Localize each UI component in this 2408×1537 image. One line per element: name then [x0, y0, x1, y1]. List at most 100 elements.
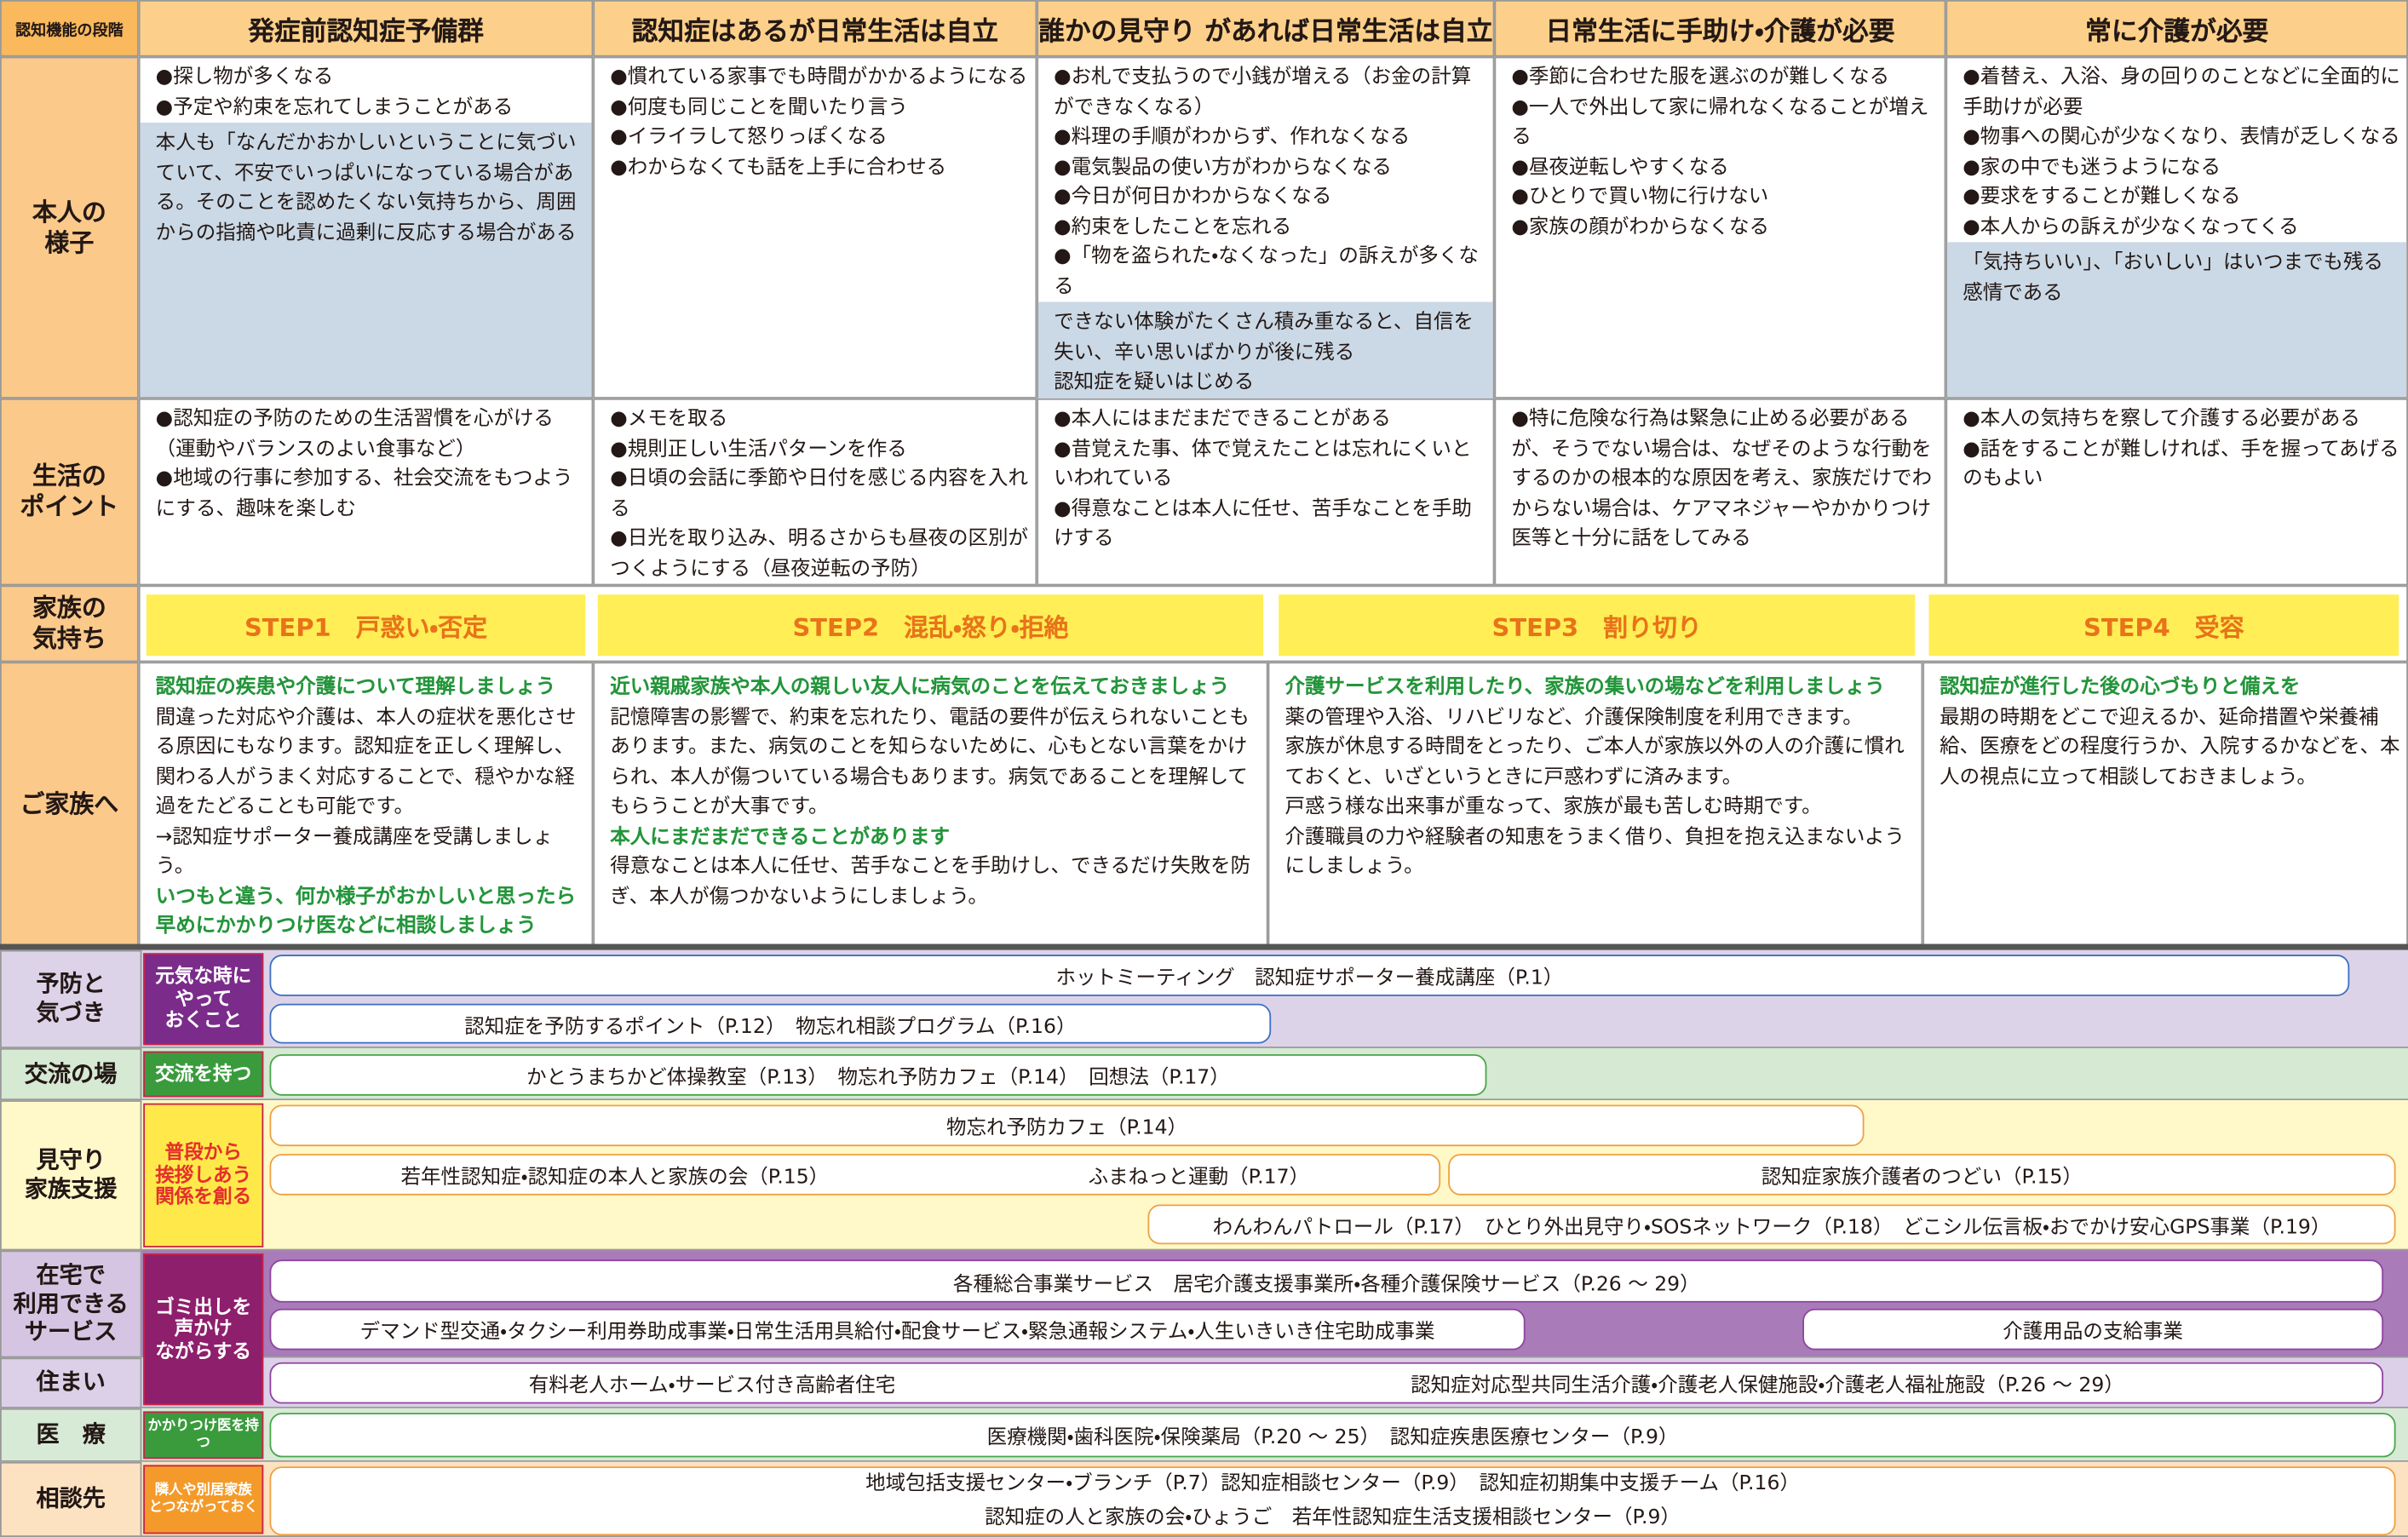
- advice-paragraph: いつもと違う、何か様子がおかしいと思ったら早めにかかりつけ医などに相談しましょう: [155, 885, 577, 938]
- service-text: 認知症家族介護者のつどい（P.15）: [1761, 1166, 2083, 1190]
- points-item: ●認知症の予防のための生活習慣を心がける（運動やバランスのよい食事など）: [155, 407, 554, 461]
- row-label: 本人の 様子: [0, 56, 139, 399]
- service-text: 物忘れ予防カフェ（P.14）: [945, 1116, 1188, 1140]
- stage-title: 常に介護が必要: [1945, 0, 2408, 57]
- points-cell: ●本人の気持ちを察して介護する必要がある ●話をすることが難しければ、手を握ってあ…: [1945, 398, 2408, 586]
- step-box: STEP4 受容: [1928, 594, 2399, 657]
- section-divider: [0, 943, 2408, 950]
- service-row-label: 在宅で 利用できる サービス: [0, 1250, 142, 1358]
- stage-label: 認知機能の段階: [0, 0, 139, 57]
- service-text: 各種総合事業サービス 居宅介護支援事業所・各種介護保険サービス（P.26 ～ 2…: [952, 1272, 1700, 1296]
- advice-paragraph: 得意なことは本人に任せ、苦手なことを手助けし、できるだけ失敗を防ぎ、本人が傷つか…: [610, 855, 1251, 909]
- condition-item: ●わからなくても話を上手に合わせる: [610, 155, 947, 179]
- service-bar: ホットミーティング 認知症サポーター養成講座（P.1）: [269, 955, 2350, 996]
- condition-item: ●料理の手順がわからず、作れなくなる: [1054, 125, 1411, 149]
- service-text: 若年性認知症・認知症の本人と家族の会（P.15）: [400, 1166, 830, 1190]
- stage-title: 認知症はあるが日常生活は自立: [593, 0, 1037, 57]
- condition-item: ●探し物が多くなる: [155, 66, 334, 89]
- condition-item: ●「物を盗られた・なくなった」の訴えが多くなる: [1054, 244, 1479, 299]
- condition-item: ●物事への関心が少なくなり、表情が乏しくなる: [1963, 125, 2400, 149]
- service-text: 有料老人ホーム・サービス付き高齢者住宅: [528, 1374, 896, 1398]
- condition-item: ●ひとりで買い物に行けない: [1511, 185, 1769, 209]
- condition-note: 本人も「なんだかおかしいということに気づいていて、不安でいっぱいになっている場合…: [140, 122, 592, 398]
- row-label: ご家族へ: [0, 662, 139, 946]
- service-text: ホットミーティング 認知症サポーター養成講座（P.1）: [1055, 966, 1564, 990]
- points-item: ●規則正しい生活パターンを作る: [610, 437, 907, 461]
- service-bar: 認知症家族介護者のつどい（P.15）: [1448, 1154, 2396, 1196]
- service-row-label: 交流の場: [0, 1047, 142, 1101]
- advice-paragraph: 薬の管理や入浴、リハビリなど、介護保険制度を利用できます。 家族が休息する時間を…: [1284, 705, 1905, 879]
- condition-item: ●電気製品の使い方がわからなくなる: [1054, 155, 1392, 179]
- condition-item: ●イライラして怒りっぽくなる: [610, 125, 888, 149]
- condition-note: 「気持ちいい」、「おいしい」はいつまでも残る感情である: [1947, 242, 2407, 398]
- condition-item: ●着替え、入浴、身の回りのことなどに全面的に手助けが必要: [1963, 66, 2400, 119]
- service-text: かとうまちかど体操教室（P.13） 物忘れ予防カフェ（P.14） 回想法（P.1…: [526, 1066, 1230, 1090]
- service-bar: 地域包括支援センター・ブランチ（P.7）認知症相談センター（P.9） 認知症初期…: [269, 1466, 2396, 1536]
- advice-paragraph: 記憶障害の影響で、約束を忘れたり、電話の要件が伝えられないこともあります。また、…: [610, 705, 1250, 818]
- condition-cell: ●着替え、入浴、身の回りのことなどに全面的に手助けが必要 ●物事への関心が少なくな…: [1945, 56, 2408, 399]
- service-bar: 介護用品の支給事業: [1802, 1308, 2384, 1351]
- stage-title: 日常生活に手助け・介護が必要: [1494, 0, 1946, 57]
- service-text: ふまねっと運動（P.17）: [1088, 1166, 1310, 1190]
- row-label: 生活の ポイント: [0, 398, 139, 586]
- condition-item: ●一人で外出して家に帰れなくなることが増える: [1511, 95, 1929, 149]
- service-bar: 医療機関・歯科医院・保険薬局（P.20 ～ 25） 認知症疾患医療センター（P.…: [269, 1413, 2396, 1458]
- points-item: ●日光を取り込み、明るさからも昼夜の区別がつくようにする（昼夜逆転の予防）: [610, 527, 1029, 581]
- points-item: ●特に危険な行為は緊急に止める必要があるが、そうでない場合は、なぜそのような行動…: [1511, 407, 1933, 551]
- service-text: 介護用品の支給事業: [2003, 1321, 2183, 1345]
- points-item: ●得意なことは本人に任せ、苦手なことを手助けする: [1054, 496, 1472, 551]
- points-cell: ●認知症の予防のための生活習慣を心がける（運動やバランスのよい食事など） ●地域の…: [138, 398, 594, 586]
- guide-label: 隣人や別居家族 とつながっておく: [143, 1465, 264, 1534]
- service-bar: 有料老人ホーム・サービス付き高齢者住宅 認知症対応型共同生活介護・介護老人保健施設…: [269, 1362, 2384, 1404]
- service-row-label: 見守り 家族支援: [0, 1100, 142, 1251]
- advice-paragraph: 介護サービスを利用したり、家族の集いの場などを利用しましょう: [1284, 675, 1885, 699]
- service-row-label: 相談先: [0, 1461, 142, 1537]
- service-bar: デマンド型交通・タクシー利用券助成事業・日常生活用具給付・配食サービス・緊急通報…: [269, 1308, 1526, 1351]
- service-text: 認知症の人と家族の会・ひょうご 若年性認知症生活支援相談センター（P.9）: [985, 1505, 1681, 1529]
- condition-item: ●本人からの訴えが少なくなってくる: [1963, 215, 2299, 238]
- condition-cell: ●お札で支払うので小銭が増える（お金の計算ができなくなる） ●料理の手順がわからず…: [1037, 56, 1495, 401]
- points-item: ●話をすることが難しければ、手を握ってあげるのもよい: [1963, 437, 2399, 490]
- service-bar: 各種総合事業サービス 居宅介護支援事業所・各種介護保険サービス（P.26 ～ 2…: [269, 1259, 2384, 1303]
- advice-paragraph: 最期の時期をどこで迎えるか、延命措置や栄養補給、医療をどの程度行うか、入院するか…: [1940, 705, 2400, 789]
- points-cell: ●特に危険な行為は緊急に止める必要があるが、そうでない場合は、なぜそのような行動…: [1494, 398, 1946, 586]
- points-item: ●本人の気持ちを察して介護する必要がある: [1963, 407, 2360, 431]
- points-item: ●メモを取る: [610, 407, 728, 431]
- condition-item: ●お札で支払うので小銭が増える（お金の計算ができなくなる）: [1054, 66, 1472, 119]
- service-text: 認知症を予防するポイント（P.12） 物忘れ相談プログラム（P.16）: [464, 1015, 1077, 1039]
- service-bar: かとうまちかど体操教室（P.13） 物忘れ予防カフェ（P.14） 回想法（P.1…: [269, 1054, 1487, 1096]
- advice-paragraph: 認知症が進行した後の心づもりと備えを: [1940, 675, 2301, 699]
- guide-label: 普段から 挨拶しあう 関係を創る: [143, 1103, 264, 1247]
- row-label: 家族の 気持ち: [0, 585, 139, 662]
- points-item: ●地域の行事に参加する、社会交流をもつようにする、趣味を楽しむ: [155, 467, 573, 520]
- points-cell: ●メモを取る ●規則正しい生活パターンを作る ●日頃の会話に季節や日付を感じる内容を…: [593, 398, 1037, 586]
- points-item: ●本人にはまだまだできることがある: [1054, 407, 1391, 431]
- advice-cell: 認知症の疾患や介護について理解しましょう 間違った対応や介護は、本人の症状を悪化さ…: [138, 662, 594, 946]
- condition-item: ●昼夜逆転しやすくなる: [1511, 155, 1729, 179]
- condition-cell: ●季節に合わせた服を選ぶのが難しくなる ●一人で外出して家に帰れなくなることが増え…: [1494, 56, 1946, 399]
- guide-label: 交流を持つ: [143, 1051, 264, 1098]
- advice-cell: 介護サービスを利用したり、家族の集いの場などを利用しましょう薬の管理や入浴、リハ…: [1267, 662, 1923, 946]
- condition-item: ●何度も同じことを聞いたり言う: [610, 95, 908, 119]
- guide-label: 元気な時に やって おくこと: [143, 953, 264, 1046]
- service-bar: 若年性認知症・認知症の本人と家族の会（P.15） ふまねっと運動（P.17）: [269, 1154, 1441, 1196]
- service-text: デマンド型交通・タクシー利用券助成事業・日常生活用具給付・配食サービス・緊急通報…: [359, 1321, 1435, 1345]
- stage-title: 誰かの見守り があれば日常生活は自立: [1037, 0, 1495, 57]
- service-row-label: 予防と 気づき: [0, 949, 142, 1048]
- advice-paragraph: 本人にまだまだできることがあります: [610, 825, 951, 849]
- service-text: 認知症対応型共同生活介護・介護老人保健施設・介護老人福祉施設（P.26 ～ 29…: [1411, 1374, 2124, 1398]
- condition-item: ●家の中でも迷うようになる: [1963, 155, 2221, 179]
- condition-item: ●季節に合わせた服を選ぶのが難しくなる: [1511, 66, 1890, 89]
- points-item: ●昔覚えた事、体で覚えたことは忘れにくいといわれている: [1054, 437, 1472, 490]
- advice-paragraph: 認知症の疾患や介護について理解しましょう: [155, 675, 556, 699]
- service-text: わんわんパトロール（P.17） ひとり外出見守り・SOSネットワーク（P.18）…: [1212, 1215, 2331, 1239]
- step-box: STEP3 割り切り: [1279, 594, 1916, 657]
- service-row-label: 医 療: [0, 1408, 142, 1462]
- advice-paragraph: 近い親戚家族や本人の親しい友人に病気のことを伝えておきましょう: [610, 675, 1230, 699]
- condition-cell: ●探し物が多くなる ●予定や約束を忘れてしまうことがある 本人も「なんだかおかしいと…: [138, 56, 594, 399]
- step-box: STEP1 戸惑い・否定: [146, 594, 586, 657]
- condition-item: ●慣れている家事でも時間がかかるようになる: [610, 66, 1028, 89]
- stage-title: 発症前認知症予備群: [138, 0, 594, 57]
